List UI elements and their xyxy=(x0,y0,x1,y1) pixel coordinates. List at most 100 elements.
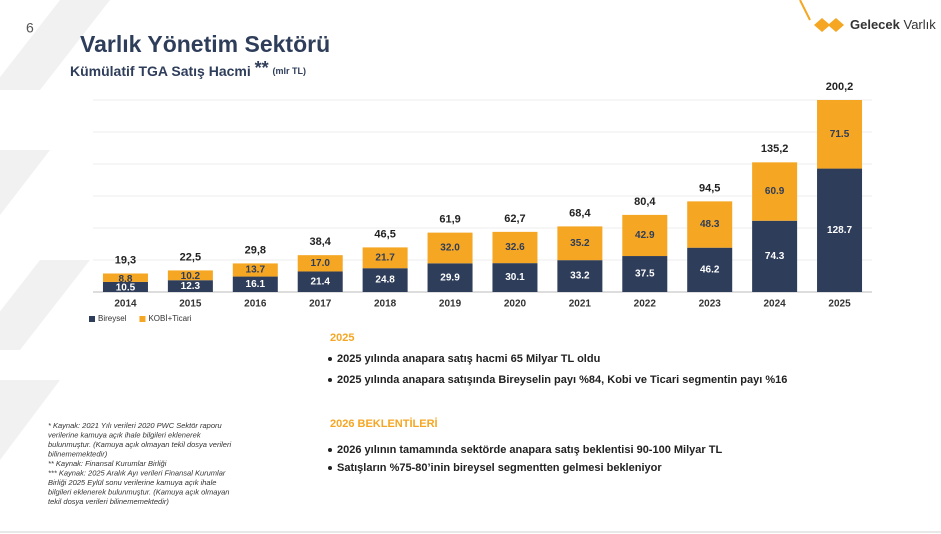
bar-segment xyxy=(167,280,213,292)
bar-segment xyxy=(232,263,278,277)
total-label: 80,4 xyxy=(634,196,656,208)
bar-segment xyxy=(167,270,213,281)
bar-segment xyxy=(817,100,863,169)
data-label: 10.2 xyxy=(181,271,201,282)
x-tick-label: 2024 xyxy=(764,299,787,310)
bar-segment xyxy=(752,162,798,221)
logo-bold: Gelecek xyxy=(850,17,901,32)
data-label: 12.3 xyxy=(181,281,201,292)
x-tick-label: 2022 xyxy=(634,299,657,310)
bar-segment xyxy=(557,260,603,292)
footnote: * Kaynak: 2021 Yılı verileri 2020 PWC Se… xyxy=(48,421,223,430)
bar-segment xyxy=(687,247,733,292)
bullet xyxy=(328,448,332,452)
bullet-text: 2025 yılında anapara satışında Bireyseli… xyxy=(337,374,787,386)
total-label: 68,4 xyxy=(569,207,591,219)
logo-text: Gelecek Varlık xyxy=(850,17,936,32)
data-label: 17.0 xyxy=(310,258,330,269)
bar-segment xyxy=(297,271,343,292)
data-label: 10.5 xyxy=(116,283,136,294)
subtitle-text: Kümülatif TGA Satış Hacmi xyxy=(70,63,251,79)
data-label: 21.7 xyxy=(375,252,395,263)
bullet xyxy=(328,466,332,470)
x-tick-label: 2018 xyxy=(374,299,397,310)
page-number: 6 xyxy=(26,20,34,36)
bar-segment xyxy=(622,214,668,257)
chart: 10.58.8 19,3 2014 12.310.2 22,5 2015 16.1 13.7 2… xyxy=(89,81,863,323)
decoration xyxy=(0,0,110,460)
bar-segment xyxy=(557,226,603,261)
data-label: 42.9 xyxy=(635,230,655,241)
x-tick-label: 2020 xyxy=(504,299,527,310)
logo: Gelecek Varlık xyxy=(814,17,936,32)
bar-segment xyxy=(752,220,798,292)
footnote: Birliği 2025 Eylül sonu verilerine kamuy… xyxy=(48,478,216,487)
footnote: verilerine kamuya açık ihale bilgileri e… xyxy=(48,430,202,439)
x-tick-label: 2025 xyxy=(828,299,851,310)
x-tick-label: 2017 xyxy=(309,299,332,310)
legend-swatch xyxy=(89,316,95,322)
logo-regular: Varlık xyxy=(904,17,937,32)
data-label: 29.9 xyxy=(440,272,460,283)
subtitle-unit: (mlr TL) xyxy=(273,66,307,76)
total-label: 19,3 xyxy=(115,254,136,266)
bar-segment xyxy=(102,281,148,292)
total-label: 135,2 xyxy=(761,143,789,155)
legend-label: Bireysel xyxy=(98,314,127,323)
data-label: 74.3 xyxy=(765,251,785,262)
data-label: 46.2 xyxy=(700,264,720,275)
total-label: 200,2 xyxy=(826,81,854,93)
bar-segment xyxy=(492,231,538,264)
total-label: 29,8 xyxy=(245,244,266,256)
bar-segment xyxy=(232,276,278,292)
decoration xyxy=(799,0,811,21)
x-tick-label: 2023 xyxy=(699,299,722,310)
data-label: 71.5 xyxy=(830,129,850,140)
footnote: *** Kaynak: 2025 Aralık Ayı verileri Fin… xyxy=(48,468,226,477)
footnote: bilgileri eklenerek bulunmuştur. (Kamuya… xyxy=(48,487,229,496)
title: Varlık Yönetim Sektörü xyxy=(80,31,330,57)
x-tick-label: 2019 xyxy=(439,299,462,310)
logo-icon xyxy=(814,18,844,32)
data-label: 37.5 xyxy=(635,269,655,280)
subtitle-marker: ** xyxy=(255,58,269,78)
subtitle: Kümülatif TGA Satış Hacmi ** (mlr TL) xyxy=(70,58,306,79)
data-label: 30.1 xyxy=(505,272,525,283)
data-label: 48.3 xyxy=(700,219,720,230)
footnote: bulunmuştur. (Kamuya açık olmayan tekil … xyxy=(48,440,231,449)
total-label: 61,9 xyxy=(439,214,460,226)
bar-segment xyxy=(817,168,863,292)
legend-label: KOBİ+Ticari xyxy=(148,314,191,323)
data-label: 35.2 xyxy=(570,238,590,249)
data-label: 32.6 xyxy=(505,242,525,253)
data-label: 13.7 xyxy=(246,265,266,276)
total-label: 22,5 xyxy=(180,251,201,263)
footnote: ** Kaynak: Finansal Kurumlar Birliği xyxy=(48,459,167,468)
data-label: 128.7 xyxy=(827,225,852,236)
gridlines xyxy=(93,99,872,261)
bar-segment xyxy=(362,247,408,269)
data-label: 33.2 xyxy=(570,271,590,282)
bar-segment xyxy=(622,256,668,292)
bullet xyxy=(328,357,332,361)
data-label: 60.9 xyxy=(765,186,785,197)
bullet-text: Satışların %75-80’inin bireysel segmentt… xyxy=(337,462,662,474)
x-tick-label: 2016 xyxy=(244,299,267,310)
text-area: 2025 2025 yılında anapara satış hacmi 65 … xyxy=(48,332,787,506)
x-tick-label: 2021 xyxy=(569,299,592,310)
total-label: 38,4 xyxy=(309,236,331,248)
bullet-text: 2025 yılında anapara satış hacmi 65 Mily… xyxy=(337,353,600,365)
section-heading: 2026 BEKLENTİLERİ xyxy=(330,417,438,430)
bar-segment xyxy=(102,273,148,282)
x-tick-label: 2014 xyxy=(114,299,137,310)
footnote: tekil dosya verileri bilinememektedir) xyxy=(48,497,169,506)
data-label: 8.8 xyxy=(119,274,133,285)
bullet-text: 2026 yılının tamamında sektörde anapara … xyxy=(337,444,722,456)
legend-swatch xyxy=(139,316,146,322)
bar-segment xyxy=(297,255,343,272)
data-label: 32.0 xyxy=(440,243,460,254)
total-label: 46,5 xyxy=(374,228,395,240)
bar-segment xyxy=(492,263,538,292)
bullet xyxy=(328,378,332,382)
